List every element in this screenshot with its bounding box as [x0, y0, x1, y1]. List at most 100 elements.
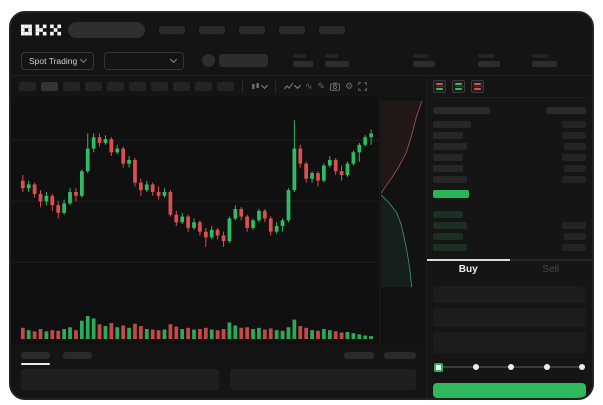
active-tab-indicator: [427, 259, 510, 262]
bid-row-skeleton[interactable]: [433, 222, 586, 230]
trade-tabs: Buy Sell: [427, 259, 592, 278]
bids-list[interactable]: [433, 211, 586, 252]
slider-step-dot[interactable]: [508, 364, 514, 371]
spot-trading-dropdown[interactable]: Spot Trading: [21, 51, 95, 70]
nav-item-skeleton[interactable]: [159, 25, 185, 34]
nav-items-loading: [145, 25, 345, 34]
bottom-action-skeleton[interactable]: [384, 352, 416, 359]
slider-step-dot[interactable]: [434, 362, 443, 372]
wave-icon: ∿: [305, 81, 313, 91]
amount-skeleton: [564, 143, 586, 150]
price-field-skeleton[interactable]: [433, 308, 586, 327]
expand-icon: [358, 82, 367, 91]
line-tool-button[interactable]: ∿: [305, 82, 313, 91]
timeframe-button-skeleton[interactable]: [63, 82, 80, 91]
chart-settings-button[interactable]: ⚙: [345, 82, 353, 91]
slider-step-dot[interactable]: [472, 364, 479, 371]
book-asks-bids-icon[interactable]: [433, 80, 446, 93]
amount-column-header-skeleton: [546, 107, 586, 114]
bottom-tab-active[interactable]: [21, 344, 50, 367]
nav-item-skeleton[interactable]: [239, 25, 265, 34]
price-skeleton: [433, 211, 463, 219]
orderbook-trade-panel: Buy Sell: [426, 76, 592, 398]
timeframe-button-skeleton[interactable]: [217, 82, 234, 91]
slider-step-dot[interactable]: [579, 364, 585, 371]
draw-tool-button[interactable]: ✎: [318, 82, 326, 91]
order-type-field-skeleton[interactable]: [433, 286, 586, 304]
slider-step-dot[interactable]: [543, 364, 550, 371]
top-nav-bar: [11, 13, 592, 46]
nav-item-skeleton[interactable]: [279, 25, 305, 34]
timeframe-button-skeleton[interactable]: [85, 82, 102, 91]
pair-select-dropdown[interactable]: [104, 51, 185, 70]
timeframe-button-skeleton[interactable]: [173, 82, 190, 91]
ticker-stat-skeleton: [325, 54, 350, 67]
chevron-down-icon: [293, 81, 302, 90]
fullscreen-button[interactable]: [358, 82, 367, 91]
bid-row-skeleton[interactable]: [433, 211, 586, 219]
timeframe-button-skeleton[interactable]: [151, 82, 168, 91]
amount-percent-slider[interactable]: [433, 362, 586, 373]
search-input-skeleton[interactable]: [68, 21, 145, 38]
chevron-down-icon: [170, 55, 178, 64]
timeframe-buttons-loading: [19, 82, 234, 91]
chart-column: ∿ ✎ ⚙: [11, 76, 426, 398]
nav-item-skeleton[interactable]: [319, 25, 345, 34]
candlestick-volume-svg: [11, 120, 379, 340]
timeframe-button-skeleton[interactable]: [19, 82, 36, 91]
price-column-header-skeleton: [433, 107, 490, 114]
bottom-bar-actions-loading: [344, 352, 416, 359]
price-skeleton: [433, 176, 467, 183]
price-skeleton: [433, 233, 463, 241]
bid-row-skeleton[interactable]: [433, 233, 586, 241]
depth-chart-panel: [379, 97, 426, 344]
ask-row-skeleton[interactable]: [433, 121, 586, 128]
price-skeleton: [433, 165, 463, 172]
ask-row-skeleton[interactable]: [433, 154, 586, 161]
chevron-down-icon: [260, 81, 269, 90]
okx-logo-icon[interactable]: [21, 24, 61, 36]
main-content: ∿ ✎ ⚙: [11, 76, 592, 398]
amount-skeleton: [562, 132, 586, 139]
screenshot-button[interactable]: [330, 82, 341, 91]
indicators-dropdown[interactable]: [284, 81, 302, 91]
book-bids-only-icon[interactable]: [452, 80, 465, 93]
bottom-tab[interactable]: [63, 344, 92, 367]
timeframe-button-skeleton[interactable]: [129, 82, 146, 91]
bottom-panels: [11, 367, 426, 398]
ask-row-skeleton[interactable]: [433, 143, 586, 150]
amount-field-skeleton[interactable]: [433, 331, 586, 353]
tab-sell[interactable]: Sell: [542, 264, 560, 276]
chevron-down-icon: [80, 55, 88, 64]
chart-toolbar: ∿ ✎ ⚙: [11, 76, 426, 97]
toolbar-divider: [275, 81, 276, 92]
ask-row-skeleton[interactable]: [433, 165, 586, 172]
timeframe-button-skeleton[interactable]: [195, 82, 212, 91]
ticker-stat-skeleton: [478, 54, 501, 67]
market-info-bar: Spot Trading: [11, 46, 592, 76]
bottom-action-skeleton[interactable]: [344, 352, 374, 359]
ticker-stat-skeleton: [532, 54, 558, 67]
ask-row-skeleton[interactable]: [433, 132, 586, 139]
orderbook-header-loading: [433, 107, 586, 114]
asks-list[interactable]: [433, 121, 586, 183]
bid-row-skeleton[interactable]: [433, 244, 586, 252]
chart-type-dropdown[interactable]: [251, 81, 269, 91]
nav-item-skeleton[interactable]: [199, 25, 225, 34]
price-skeleton: [433, 244, 467, 252]
last-price-highlight[interactable]: [433, 190, 469, 199]
timeframe-button-skeleton[interactable]: [107, 82, 124, 91]
tab-buy[interactable]: Buy: [458, 264, 478, 276]
price-skeleton: [433, 222, 467, 230]
price-skeleton: [433, 154, 463, 161]
ask-row-skeleton[interactable]: [433, 176, 586, 183]
bottom-panel-skeleton: [21, 369, 219, 390]
candlestick-chart[interactable]: [11, 97, 379, 344]
buy-button[interactable]: [433, 382, 586, 398]
toolbar-divider: [242, 81, 243, 92]
timeframe-button-skeleton[interactable]: [41, 82, 58, 91]
book-asks-only-icon[interactable]: [471, 80, 484, 93]
orderbook-view-toggles: [433, 76, 586, 98]
amount-skeleton: [564, 233, 586, 241]
